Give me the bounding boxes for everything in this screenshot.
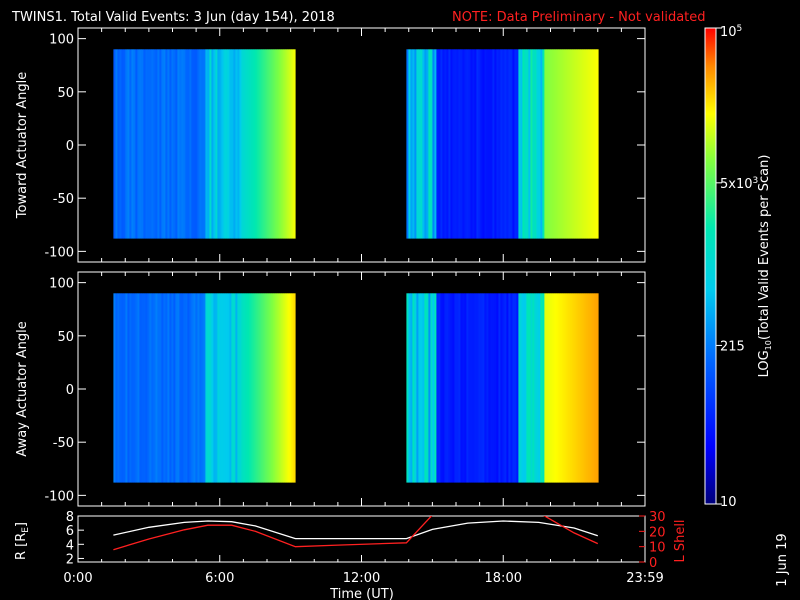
toward-ytick-label: -50 — [53, 192, 74, 207]
r-ytick-label: 4 — [66, 538, 74, 553]
lshell-axis-label: L Shell — [673, 519, 688, 562]
preliminary-note: NOTE: Data Preliminary - Not validated — [452, 10, 706, 25]
time-tick-label: 18:00 — [485, 571, 522, 586]
time-tick-label: 6:00 — [205, 571, 234, 586]
r-ytick-label: 6 — [66, 524, 74, 539]
colorbar-tick-label: 215 — [720, 339, 745, 354]
lshell-ytick-label: 30 — [649, 510, 666, 525]
toward-ytick-label: 50 — [57, 86, 74, 101]
colorbar-tick-label: 5x103 — [720, 176, 758, 192]
lshell-ytick-label: 10 — [649, 541, 666, 556]
toward-panel: -100 -50 0 50 100 Toward Actuator Angle — [15, 27, 646, 263]
r-ytick-label: 2 — [66, 552, 74, 567]
away-block-2 — [406, 293, 599, 483]
r-series-line — [113, 520, 599, 540]
colorbar-gradient — [704, 27, 717, 505]
time-tick-label: 12:00 — [343, 571, 380, 586]
away-panel: -100 -50 0 50 100 Away Actuator Angle — [15, 271, 646, 507]
toward-ytick-label: -100 — [44, 245, 74, 260]
away-block-1 — [113, 293, 296, 483]
away-ytick-label: -50 — [53, 436, 74, 451]
toward-ytick-label: 100 — [49, 33, 74, 48]
toward-heatmap — [113, 49, 599, 239]
time-tick-label: 0:00 — [63, 571, 92, 586]
time-axis-label: Time (UT) — [329, 587, 394, 600]
colorbar: 10 215 5x103 105 LOG10(Total Valid Events p… — [704, 24, 773, 510]
date-stamp: 1 Jun 19 — [775, 533, 790, 586]
away-ylabel: Away Actuator Angle — [15, 321, 30, 456]
r-ytick-label: 8 — [66, 510, 74, 525]
colorbar-tick-label: 10 — [720, 495, 737, 510]
away-ytick-label: -100 — [44, 489, 74, 504]
r-axis-label: R [RE] — [14, 522, 31, 560]
chart-title: TWINS1. Total Valid Events: 3 Jun (day 1… — [11, 10, 335, 25]
toward-ytick-label: 0 — [66, 139, 74, 154]
away-heatmap — [113, 293, 599, 483]
away-ytick-label: 100 — [49, 277, 74, 292]
lshell-ytick-label: 20 — [649, 525, 666, 540]
colorbar-tick-label: 105 — [720, 24, 742, 40]
toward-block-2 — [406, 49, 599, 239]
away-ytick-label: 50 — [57, 330, 74, 345]
toward-block-1 — [113, 49, 296, 239]
away-ytick-label: 0 — [66, 383, 74, 398]
lshell-ytick-label: 0 — [649, 556, 657, 571]
colorbar-label: LOG10(Total Valid Events per Scan) — [757, 155, 773, 378]
lshell-series-line — [113, 516, 599, 551]
toward-ylabel: Toward Actuator Angle — [15, 72, 30, 219]
time-tick-label: 23:59 — [626, 571, 663, 586]
